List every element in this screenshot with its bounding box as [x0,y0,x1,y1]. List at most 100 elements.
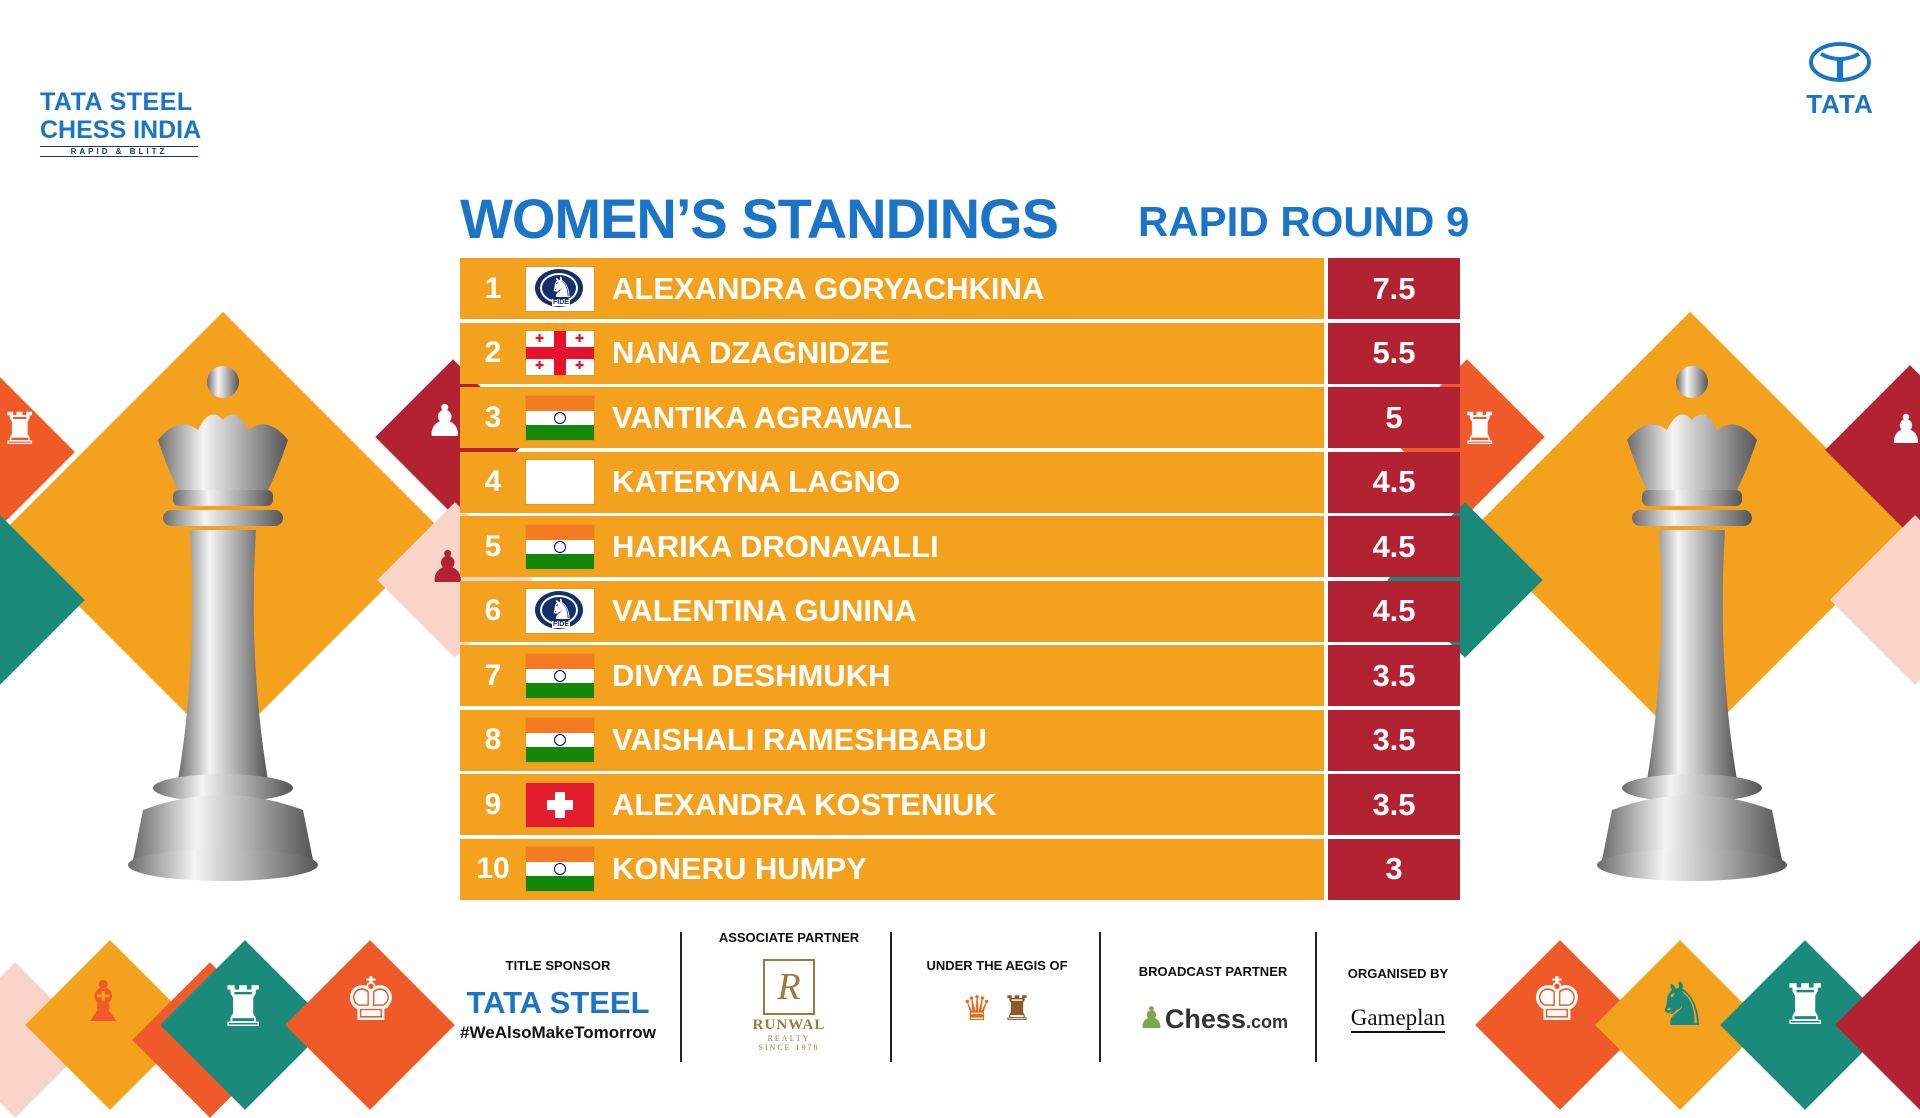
player-name: ALEXANDRA KOSTENIUK [612,786,997,822]
standings-row: 10 KONERU HUMPY 3 [460,838,1460,900]
standings-row: 7 DIVYA DESHMUKH 3.5 [460,645,1460,706]
rank-number: 10 [476,852,510,885]
title-sponsor: TITLE SPONSOR TATA STEEL #WeAlsoMakeTomo… [458,930,658,1065]
associate-partner-sub: REALTY [767,1034,811,1043]
organiser-name: Gameplan [1350,1005,1446,1033]
player-score: 4.5 [1328,580,1460,642]
associate-partner: ASSOCIATE PARTNER R RUNWAL REALTY SINCE … [694,930,884,1065]
divider [1315,932,1317,1062]
rank-number: 1 [484,271,502,305]
broadcast-partner: BROADCAST PARTNER ♟Chess.com [1113,930,1313,1065]
title-sponsor-label: TITLE SPONSOR [505,958,611,973]
player-cell: 6 ♞ FIDE VALENTINA GUNINA [460,580,1324,642]
rook-icon: ♜ [218,975,269,1040]
associate-partner-name: RUNWAL [752,1017,826,1033]
standings-row: 9 ALEXANDRA KOSTENIUK 3.5 [460,774,1460,835]
india-flag-icon [526,847,594,891]
player-cell: 9 ALEXANDRA KOSTENIUK [460,774,1324,835]
rank-number: 2 [484,336,502,369]
player-score: 3 [1328,838,1460,900]
broadcast-partner-name: Chess [1164,1004,1246,1034]
player-cell: 10 KONERU HUMPY [460,838,1324,900]
player-name: DIVYA DESHMUKH [612,657,891,693]
divider [890,932,892,1062]
player-score: 4.5 [1328,516,1460,577]
player-score: 3.5 [1328,774,1460,835]
fide-text: FIDE [552,298,570,306]
fide-icon: ♞ FIDE [526,589,594,633]
india-flag-icon [526,653,594,698]
title-sponsor-tagline: #WeAlsoMakeTomorrow [460,1023,656,1042]
player-score: 3.5 [1328,645,1460,706]
organiser-label: ORGANISED BY [1347,966,1449,981]
aegis-logos: ♛ ♜ [904,989,1090,1029]
player-score: 7.5 [1328,258,1460,319]
event-logo-line1: TATA STEEL [40,88,193,116]
page-title: WOMEN’S STANDINGS [460,187,1059,250]
federation-logo-icon: ♜ [1001,990,1033,1028]
player-cell: 2 ✚ ✚ ✚ ✚ NANA DZAGNIDZE [460,322,1324,384]
player-name: NANA DZAGNIDZE [612,335,890,370]
standings-row: 6 ♞ FIDE VALENTINA GUNINA 4.5 [460,580,1460,642]
player-cell: 7 DIVYA DESHMUKH [460,645,1324,706]
rank-number: 9 [484,787,502,821]
divider [1099,932,1101,1062]
aegis: UNDER THE AEGIS OF ♛ ♜ [904,930,1090,1065]
player-cell: 4 KATERYNA LAGNO [460,451,1324,513]
left-queen-icon [128,366,318,881]
rank-number: 4 [484,465,502,498]
standings-row: 1 ♞ FIDE ALEXANDRA GORYACHKINA 7.5 [460,258,1460,319]
aegis-label: UNDER THE AEGIS OF [926,958,1068,973]
standings-row: 8 VAISHALI RAMESHBABU 3.5 [460,709,1460,771]
rank-number: 6 [484,594,502,627]
georgia-flag-icon: ✚ ✚ ✚ ✚ [526,331,594,375]
tata-logo: TATA [1798,42,1882,120]
right-queen-icon [1597,366,1787,881]
standings-table: 1 ♞ FIDE ALEXANDRA GORYACHKINA 7.5 2 ✚ ✚ ✚ ✚ NANA … [460,258,1460,903]
player-name: VALENTINA GUNINA [612,593,917,628]
title-sponsor-name: TATA STEEL [466,985,650,1020]
blank-flag-icon [526,460,594,504]
player-score: 5.5 [1328,322,1460,384]
knight-icon: ♟ [425,396,465,447]
tata-logo-word: TATA [1806,89,1874,119]
player-score: 4.5 [1328,451,1460,513]
standings-row: 3 VANTIKA AGRAWAL 5 [460,387,1460,448]
fide-text: FIDE [552,621,570,628]
player-score: 3.5 [1328,709,1460,771]
player-name: HARIKA DRONAVALLI [612,528,939,564]
fide-icon: ♞ FIDE [526,266,594,311]
player-score: 5 [1328,387,1460,448]
event-logo: TATA STEEL CHESS INDIA RAPID & BLITZ [40,88,210,157]
organiser: ORGANISED BY Gameplan [1328,930,1468,1065]
rank-number: 5 [484,529,502,563]
deco-diamond [1835,940,1920,1110]
associate-partner-since: SINCE 1978 [758,1043,820,1052]
india-flag-icon [526,524,594,569]
rank-number: 3 [484,400,502,434]
crown-logo-icon: ♛ [961,990,993,1028]
rook-icon: ♜ [0,404,40,455]
player-name: ALEXANDRA GORYACHKINA [612,270,1045,306]
tata-emblem-icon [1809,42,1871,82]
player-cell: 8 VAISHALI RAMESHBABU [460,709,1324,771]
player-cell: 1 ♞ FIDE ALEXANDRA GORYACHKINA [460,258,1324,319]
rank-number: 7 [484,658,502,692]
india-flag-icon [526,718,594,762]
rook-icon: ♜ [1460,404,1500,455]
runwal-logo-icon: R [763,959,815,1015]
standings-row: 5 HARIKA DRONAVALLI 4.5 [460,516,1460,577]
broadcast-partner-logo: ♟Chess.com [1113,1001,1313,1036]
knight-icon: ♞ [1655,970,1709,1040]
sponsor-bar: TITLE SPONSOR TATA STEEL #WeAlsoMakeTomo… [458,930,1468,1065]
player-name: VAISHALI RAMESHBABU [612,722,987,757]
player-cell: 3 VANTIKA AGRAWAL [460,387,1324,448]
switzerland-flag-icon [526,782,594,827]
event-logo-line3: RAPID & BLITZ [40,146,198,157]
associate-partner-label: ASSOCIATE PARTNER [718,930,860,945]
king-icon: ♚ [344,965,398,1035]
player-name: KATERYNA LAGNO [612,464,901,499]
rook-icon: ♜ [1780,973,1831,1038]
broadcast-partner-label: BROADCAST PARTNER [1138,964,1288,979]
bishop-icon: ♝ [78,970,129,1035]
